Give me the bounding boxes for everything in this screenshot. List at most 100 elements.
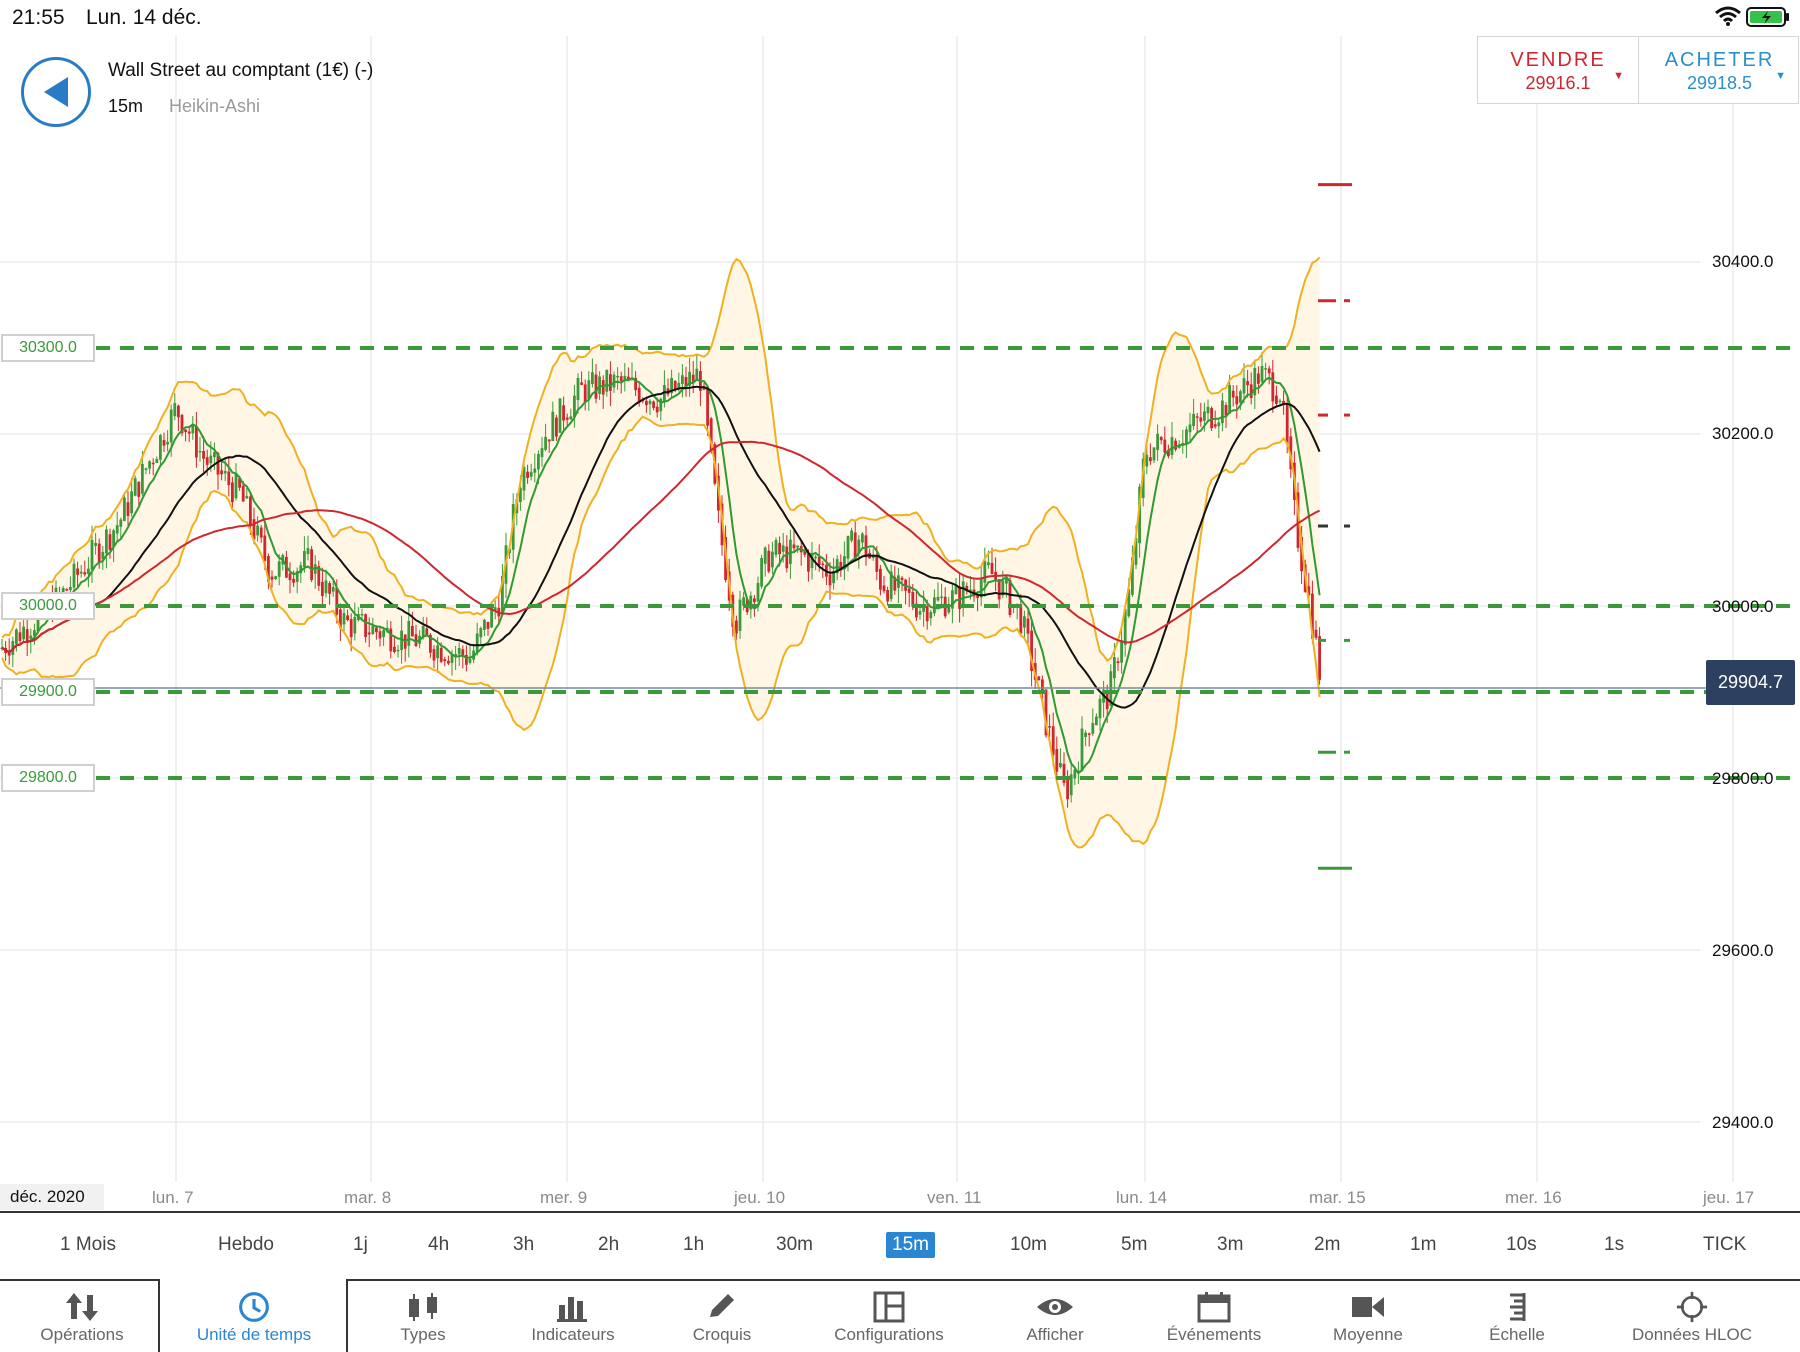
timeframe-tick[interactable]: TICK xyxy=(1703,1234,1747,1255)
y-tick-label: 29800.0 xyxy=(1712,769,1774,788)
candle-body xyxy=(425,628,429,637)
candle-body xyxy=(1314,629,1318,638)
tab-afficher[interactable]: Afficher xyxy=(1012,1281,1098,1352)
timeframe-1m[interactable]: 1m xyxy=(1410,1234,1437,1255)
price-chart[interactable] xyxy=(0,0,1800,1212)
candle-body xyxy=(371,626,375,635)
tab-echelle[interactable]: Échelle xyxy=(1484,1281,1550,1352)
candle-body xyxy=(231,482,234,503)
candle-body xyxy=(911,591,915,607)
tab-label: Afficher xyxy=(1026,1325,1084,1344)
timeframe-3m[interactable]: 3m xyxy=(1217,1234,1244,1255)
candle-body xyxy=(555,417,558,437)
level-tag[interactable]: 30300.0 xyxy=(1,334,95,362)
back-button[interactable] xyxy=(21,57,91,127)
candle-body xyxy=(1156,433,1159,450)
status-time: 21:55 xyxy=(12,6,65,29)
candle-body xyxy=(382,630,385,637)
tab-donnees-hloc[interactable]: Données HLOC xyxy=(1626,1281,1758,1352)
tab-label: Échelle xyxy=(1489,1325,1545,1344)
candle-body xyxy=(735,620,738,634)
candle-body xyxy=(90,540,94,570)
candle-body xyxy=(587,380,591,399)
candle-body xyxy=(483,619,486,630)
candle-body xyxy=(965,586,969,592)
axis-divider xyxy=(0,1211,1800,1213)
candle-body xyxy=(274,576,277,580)
candle-body xyxy=(771,551,774,568)
timeframe-1s[interactable]: 1s xyxy=(1604,1234,1625,1255)
candle-body xyxy=(1307,586,1311,596)
sell-button[interactable]: VENDRE 29916.1 ▼ xyxy=(1478,37,1639,103)
timeframe-30m[interactable]: 30m xyxy=(776,1234,813,1255)
buy-button[interactable]: ACHETER 29918.5 ▼ xyxy=(1639,37,1800,103)
candle-body xyxy=(612,374,616,388)
x-tick-label: déc. 2020 xyxy=(0,1184,104,1210)
candle-body xyxy=(637,387,641,403)
candle-body xyxy=(1098,698,1102,719)
candle-body xyxy=(223,471,227,474)
tab-label: Unité de temps xyxy=(196,1325,312,1344)
candle-body xyxy=(61,588,65,594)
candle-body xyxy=(389,628,393,652)
candle-body xyxy=(889,571,893,600)
tab-configurations[interactable]: Configurations xyxy=(820,1281,958,1352)
x-tick-label: jeu. 17 xyxy=(1703,1188,1755,1207)
candle-body xyxy=(439,647,443,662)
timeframe-1j[interactable]: 1j xyxy=(353,1234,368,1255)
candle-body xyxy=(1177,445,1181,448)
buy-dropdown-icon[interactable]: ▼ xyxy=(1775,70,1786,82)
candle-body xyxy=(83,572,87,575)
tab-croquis[interactable]: Croquis xyxy=(670,1281,774,1352)
candle-body xyxy=(1062,763,1066,783)
timeframe-10s[interactable]: 10s xyxy=(1506,1234,1537,1255)
candle-body xyxy=(997,579,1001,600)
candle-body xyxy=(112,530,115,547)
timeframe-1h[interactable]: 1h xyxy=(683,1234,705,1255)
candle-body xyxy=(529,471,533,477)
candle-body xyxy=(465,654,468,665)
timeframe-2h[interactable]: 2h xyxy=(598,1234,620,1255)
tab-moyenne[interactable]: Moyenne xyxy=(1324,1281,1412,1352)
candle-body xyxy=(1311,593,1314,639)
timeframe-1-mois[interactable]: 1 Mois xyxy=(60,1234,116,1255)
sell-dropdown-icon[interactable]: ▼ xyxy=(1613,70,1624,82)
timeframe-hebdo[interactable]: Hebdo xyxy=(218,1234,274,1255)
candle-body xyxy=(940,596,943,599)
timeframe-label: 15m xyxy=(108,96,144,116)
timeframe-4h[interactable]: 4h xyxy=(428,1234,450,1255)
timeframe-15m[interactable]: 15m xyxy=(886,1232,935,1258)
candle-body xyxy=(1246,381,1249,386)
tab-unite-de-temps[interactable]: Unité de temps xyxy=(165,1281,343,1352)
candle-body xyxy=(951,590,954,609)
candle-body xyxy=(738,599,742,631)
candle-body xyxy=(947,607,951,613)
timeframe-2m[interactable]: 2m xyxy=(1314,1234,1341,1255)
candle-body xyxy=(220,470,223,475)
candle-body xyxy=(331,587,335,592)
candle-body xyxy=(1228,385,1231,414)
candle-body xyxy=(367,632,371,635)
candle-body xyxy=(864,535,868,558)
candle-body xyxy=(18,632,22,641)
candle-body xyxy=(695,368,699,381)
timeframe-10m[interactable]: 10m xyxy=(1010,1234,1047,1255)
timeframe-5m[interactable]: 5m xyxy=(1121,1234,1148,1255)
candle-body xyxy=(936,596,940,601)
tab-operations[interactable]: Opérations xyxy=(20,1281,144,1352)
candle-body xyxy=(1231,390,1235,398)
timeframe-3h[interactable]: 3h xyxy=(513,1234,535,1255)
level-tag[interactable]: 29800.0 xyxy=(1,764,95,792)
level-tag[interactable]: 30000.0 xyxy=(1,592,95,620)
status-date: Lun. 14 déc. xyxy=(86,6,202,29)
candle-body xyxy=(655,406,659,413)
candle-body xyxy=(148,461,151,469)
candle-body xyxy=(929,612,933,619)
candle-body xyxy=(1296,492,1300,548)
tab-types[interactable]: Types xyxy=(368,1281,478,1352)
candle-body xyxy=(195,425,198,458)
tab-indicateurs[interactable]: Indicateurs xyxy=(516,1281,630,1352)
x-tick-label: ven. 11 xyxy=(927,1188,982,1207)
level-tag[interactable]: 29900.0 xyxy=(1,678,95,706)
tab-evenements[interactable]: Événements xyxy=(1154,1281,1274,1352)
